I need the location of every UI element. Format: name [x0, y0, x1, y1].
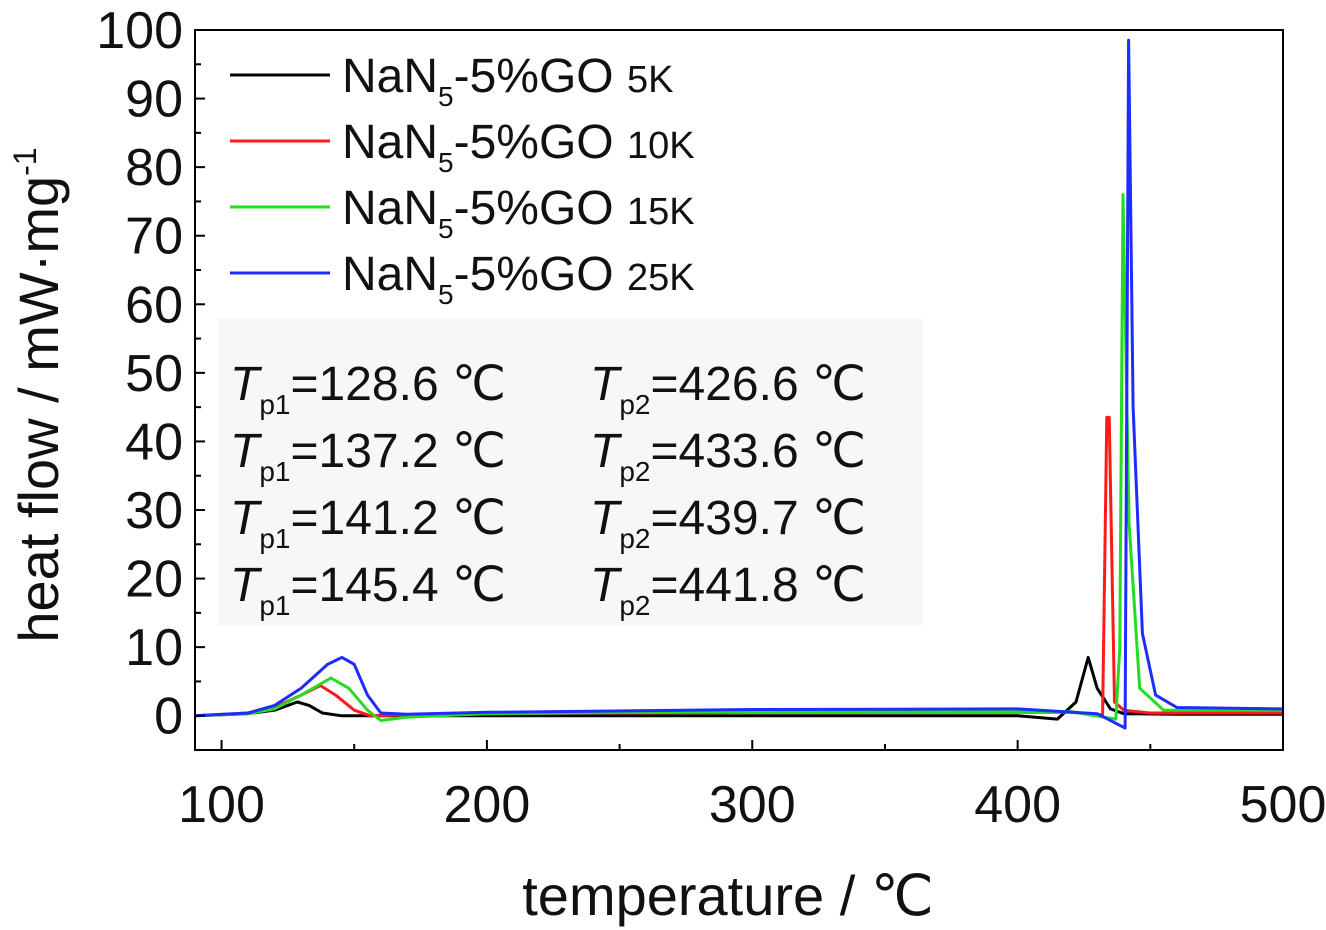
- tp2-annotation-2: Tp2=439.7 ℃: [590, 492, 866, 554]
- x-tick-label-3: 400: [974, 776, 1061, 834]
- annotation-box: [218, 318, 923, 626]
- y-tick-label-10: 100: [96, 2, 183, 60]
- y-tick-label-8: 80: [125, 139, 183, 197]
- legend-label-3: NaN5-5%GO 25K: [342, 248, 695, 310]
- x-tick-label-0: 100: [178, 776, 265, 834]
- x-axis-title: temperature / ℃: [522, 864, 934, 927]
- y-tick-label-4: 40: [125, 413, 183, 471]
- tp1-annotation-2: Tp1=141.2 ℃: [230, 492, 506, 554]
- legend-label-1: NaN5-5%GO 10K: [342, 116, 695, 178]
- x-tick-label-4: 500: [1240, 776, 1326, 834]
- tp1-annotation-3: Tp1=145.4 ℃: [230, 559, 506, 621]
- y-tick-label-1: 10: [125, 619, 183, 677]
- series-line-3: [194, 38, 1284, 730]
- y-axis-title-sup: -1: [7, 147, 43, 175]
- tp2-annotation-3: Tp2=441.8 ℃: [590, 559, 866, 621]
- y-tick-label-0: 0: [154, 688, 183, 746]
- y-axis-title-main: heat flow / mW·mg: [7, 176, 70, 643]
- y-tick-label-9: 90: [125, 71, 183, 129]
- x-tick-label-2: 300: [709, 776, 796, 834]
- y-tick-label-2: 20: [125, 551, 183, 609]
- legend-label-2: NaN5-5%GO 15K: [342, 182, 695, 244]
- tp1-annotation-0: Tp1=128.6 ℃: [230, 358, 506, 420]
- plot-frame: [194, 29, 1284, 751]
- y-tick-label-7: 70: [125, 208, 183, 266]
- legend-label-0: NaN5-5%GO 5K: [342, 50, 673, 112]
- series-layer: [194, 38, 1284, 730]
- y-tick-label-6: 60: [125, 276, 183, 334]
- y-tick-label-3: 30: [125, 482, 183, 540]
- y-axis-title: heat flow / mW·mg-1: [7, 147, 70, 642]
- ticks-layer: 100 200 300 400 500 0 10 20 30 40 50 60 70 80 90 100: [96, 2, 1326, 834]
- tp1-annotation-1: Tp1=137.2 ℃: [230, 425, 506, 487]
- series-line-0: [194, 655, 1283, 721]
- x-tick-label-1: 200: [444, 776, 531, 834]
- tp2-annotation-0: Tp2=426.6 ℃: [590, 358, 866, 420]
- y-tick-label-5: 50: [125, 345, 183, 403]
- tp2-annotation-1: Tp2=433.6 ℃: [590, 425, 866, 487]
